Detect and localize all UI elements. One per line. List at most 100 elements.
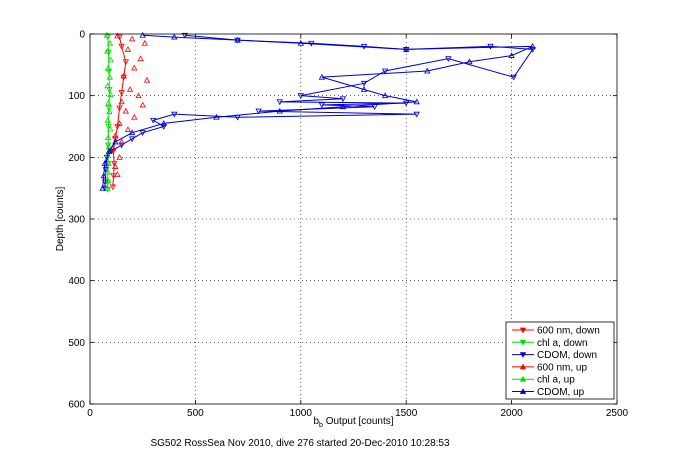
- data-point: [118, 90, 125, 96]
- data-point: [131, 113, 138, 120]
- data-point: [104, 168, 111, 175]
- data-point: [171, 33, 178, 40]
- data-point: [339, 103, 347, 110]
- legend-item: chl a, down: [512, 338, 588, 349]
- data-point: [116, 105, 123, 112]
- series-line: [102, 34, 533, 189]
- data-point: [297, 93, 304, 99]
- data-point: [118, 98, 125, 105]
- data-point: [234, 36, 241, 43]
- data-point: [116, 154, 123, 160]
- data-point: [120, 74, 127, 81]
- data-point: [135, 92, 142, 99]
- legend-box: [505, 321, 615, 400]
- data-point: [160, 120, 167, 126]
- data-point: [118, 142, 125, 149]
- data-point: [103, 154, 111, 161]
- data-point: [116, 34, 123, 41]
- data-point: [124, 126, 132, 132]
- data-point: [139, 101, 146, 108]
- data-point: [116, 120, 123, 126]
- data-point: [126, 86, 134, 92]
- data-point: [413, 98, 420, 105]
- y-tick-label: 0: [79, 30, 85, 41]
- x-axis-label: bb Output [counts]: [313, 416, 393, 429]
- ticks: 0 500 1000 1500 2000 2500 0 100 200 300 400 500 600: [68, 30, 628, 420]
- data-point: [101, 179, 109, 186]
- legend-swatch-marker: [519, 339, 527, 346]
- legend-label: chl a, down: [537, 338, 588, 349]
- legend-item: chl a, up: [512, 375, 575, 386]
- data-point: [141, 39, 148, 46]
- data-point: [318, 102, 326, 109]
- y-tick-label: 100: [68, 91, 85, 102]
- data-point: [128, 35, 136, 42]
- data-point: [105, 160, 112, 166]
- data-point: [112, 136, 119, 143]
- data-point: [124, 46, 132, 52]
- data-point: [104, 186, 111, 193]
- data-point: [487, 43, 494, 50]
- data-point: [181, 32, 189, 39]
- data-point: [171, 111, 178, 118]
- data-point: [105, 147, 113, 154]
- x-axis-label-rest: Output [counts]: [323, 416, 394, 427]
- data-point: [104, 184, 111, 191]
- data-point: [107, 56, 114, 63]
- data-point: [139, 31, 146, 38]
- data-point: [109, 184, 116, 191]
- data-point: [122, 59, 130, 66]
- x-tick-label: 1500: [395, 408, 418, 419]
- series-line: [104, 34, 534, 189]
- data-point: [104, 117, 111, 123]
- legend-swatch-marker: [519, 352, 527, 358]
- data-point: [118, 43, 125, 50]
- data-point: [120, 72, 127, 79]
- x-tick-label: 2000: [500, 408, 523, 419]
- legend-item: 600 nm, up: [512, 362, 587, 373]
- data-point: [466, 58, 473, 65]
- data-point: [297, 39, 304, 46]
- svg-text:bb Output [counts]: bb Output [counts]: [313, 416, 393, 429]
- y-tick-label: 600: [68, 400, 85, 411]
- data-point: [106, 39, 114, 46]
- figure-caption: SG502 RossSea Nov 2010, dive 276 started…: [150, 438, 450, 449]
- legend-swatch-marker: [519, 327, 527, 334]
- data-point: [510, 74, 517, 81]
- data-point: [143, 76, 151, 83]
- x-tick-label: 2500: [606, 408, 629, 419]
- legend-label: chl a, up: [537, 375, 575, 386]
- data-point: [360, 86, 368, 92]
- x-tick-label: 500: [187, 408, 204, 419]
- data-point: [105, 99, 112, 106]
- data-point: [413, 111, 420, 118]
- data-point: [255, 108, 262, 115]
- data-point: [106, 73, 113, 80]
- data-point: [101, 160, 108, 166]
- data-point: [381, 92, 389, 99]
- legend-item: CDOM, up: [512, 387, 585, 398]
- data-point: [128, 129, 136, 136]
- data-point: [276, 107, 283, 114]
- data-point: [114, 171, 121, 178]
- data-point: [128, 136, 136, 143]
- x-tick-label: 0: [87, 408, 93, 419]
- data-point: [112, 163, 119, 169]
- data-point: [160, 124, 167, 130]
- data-point: [318, 73, 326, 80]
- y-tick-label: 400: [68, 276, 85, 287]
- data-point: [118, 138, 125, 145]
- data-point: [104, 82, 111, 89]
- legend-swatch-marker: [519, 375, 527, 382]
- series-cdom-up: [99, 31, 536, 191]
- y-axis-label: Depth [counts]: [55, 187, 66, 252]
- legend-swatch-marker: [519, 363, 527, 370]
- data-point: [107, 91, 114, 97]
- data-point: [403, 46, 410, 52]
- data-point: [105, 68, 113, 75]
- data-point: [104, 134, 112, 141]
- data-point: [103, 31, 111, 38]
- data-point: [110, 144, 117, 151]
